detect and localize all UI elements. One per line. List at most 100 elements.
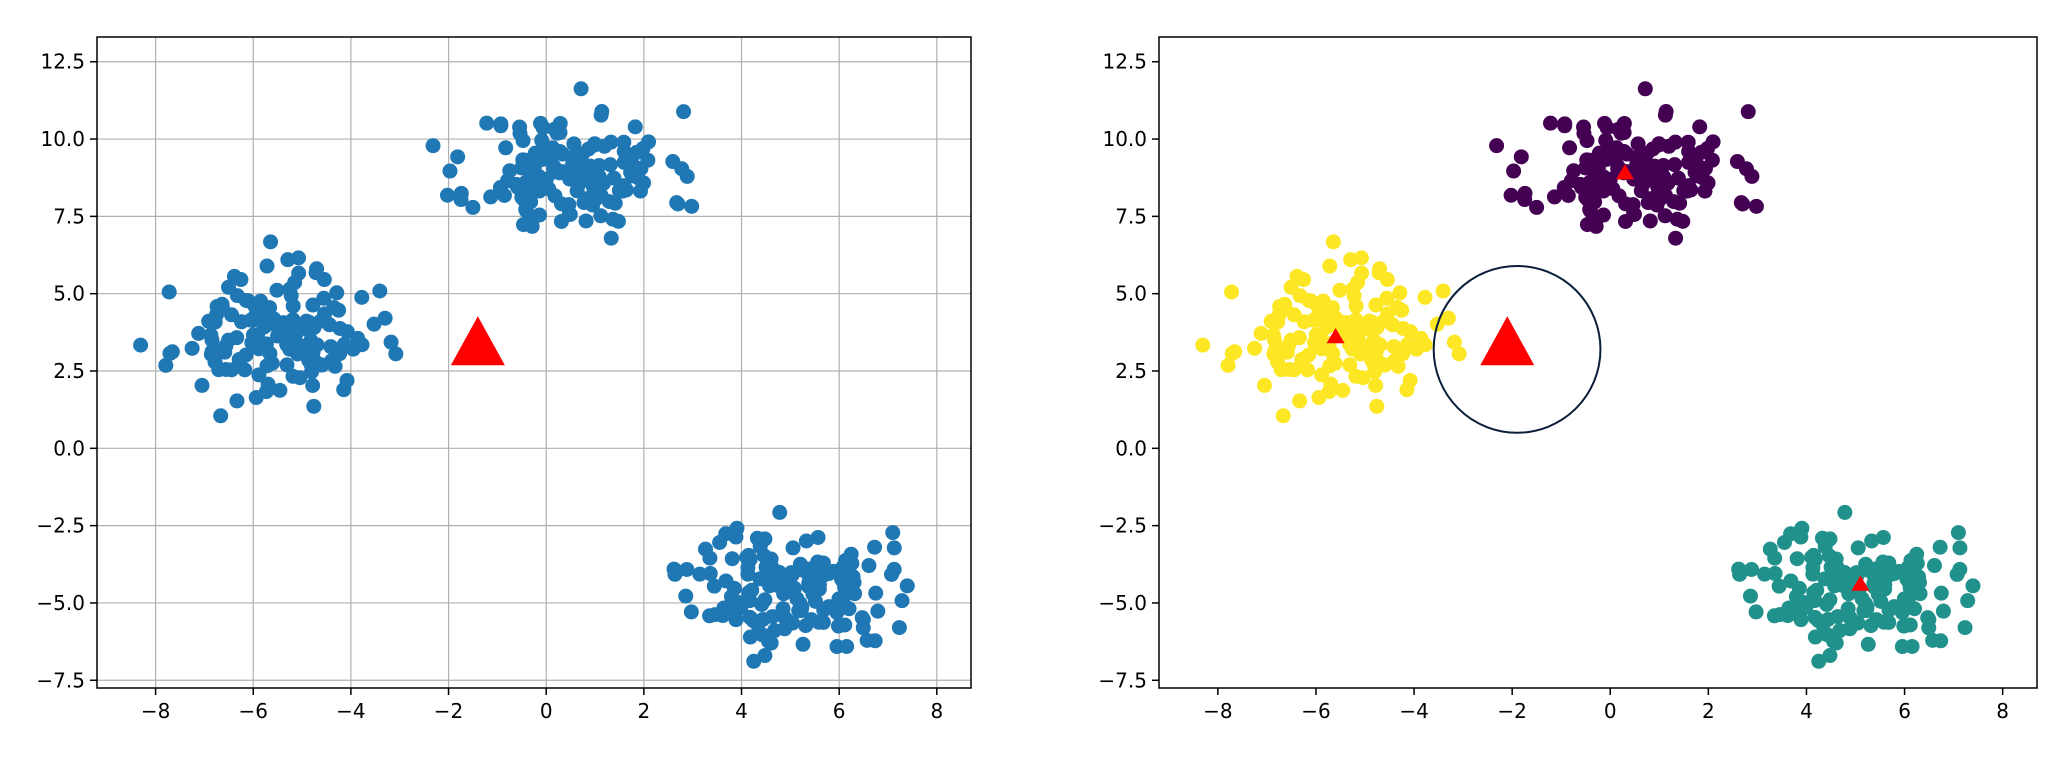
data-point (301, 314, 317, 330)
data-point (1322, 258, 1338, 274)
data-point (752, 533, 768, 549)
data-point (553, 196, 569, 212)
data-point (566, 136, 582, 152)
data-point (1932, 539, 1948, 555)
data-point (1329, 311, 1345, 327)
data-point (845, 569, 861, 585)
y-tick-label: −7.5 (36, 668, 85, 692)
data-point (500, 173, 516, 189)
data-point (757, 648, 773, 664)
x-tick-label: 0 (1604, 699, 1617, 723)
data-point (1731, 561, 1747, 577)
data-point (1807, 609, 1823, 625)
data-point (1926, 558, 1942, 574)
data-point (854, 610, 870, 626)
data-point (1798, 599, 1814, 615)
data-point (1657, 208, 1673, 224)
data-point (1642, 213, 1658, 229)
data-point (565, 156, 581, 172)
data-point (578, 213, 594, 229)
data-point (1850, 615, 1866, 631)
data-point (1828, 635, 1844, 651)
data-point (683, 604, 699, 620)
data-point (1933, 585, 1949, 601)
data-point (886, 540, 902, 556)
y-tick-label: 10.0 (40, 127, 85, 151)
data-point (1789, 551, 1805, 567)
data-point (870, 603, 886, 619)
data-point (1965, 578, 1981, 594)
data-point (1689, 157, 1705, 173)
data-point (1766, 608, 1782, 624)
data-point (1517, 192, 1533, 208)
data-point (191, 325, 207, 341)
data-point (1224, 284, 1240, 300)
data-point (771, 564, 787, 580)
data-point (1608, 140, 1624, 156)
data-point (670, 196, 686, 212)
data-point (1869, 612, 1885, 628)
data-point (383, 334, 399, 350)
data-point (1905, 581, 1921, 597)
data-point (807, 593, 823, 609)
y-tick-label: −7.5 (1098, 668, 1147, 692)
data-point (313, 313, 329, 329)
data-point (1598, 132, 1614, 148)
data-point (1836, 564, 1852, 580)
data-point (1656, 175, 1672, 191)
data-point (1270, 314, 1286, 330)
data-point (1957, 620, 1973, 636)
data-point (512, 119, 528, 135)
data-point (305, 378, 321, 394)
data-point (1748, 604, 1764, 620)
data-point (305, 344, 321, 360)
data-point (1376, 313, 1392, 329)
data-point (767, 623, 783, 639)
data-point (184, 340, 200, 356)
data-point (1873, 593, 1889, 609)
x-tick-label: −4 (336, 699, 365, 723)
data-point (1227, 344, 1243, 360)
data-point (329, 285, 345, 301)
data-point (544, 140, 560, 156)
data-point (1820, 611, 1836, 627)
data-point (885, 525, 901, 541)
data-point (1547, 189, 1563, 205)
data-point (1371, 265, 1387, 281)
data-point (533, 175, 549, 191)
data-point (1253, 325, 1269, 341)
data-point (233, 272, 249, 288)
data-point (1875, 554, 1891, 570)
data-point (593, 208, 609, 224)
data-point (1658, 104, 1674, 120)
data-point (1599, 120, 1615, 136)
data-point (1642, 168, 1658, 184)
data-point (894, 593, 910, 609)
data-point (229, 393, 245, 409)
data-point (861, 558, 877, 574)
data-point (1629, 156, 1645, 172)
data-point (742, 609, 758, 625)
data-point (498, 140, 514, 156)
data-point (1355, 370, 1371, 386)
data-point (891, 620, 907, 636)
data-point (1314, 296, 1330, 312)
data-point (1793, 529, 1809, 545)
data-point (1335, 382, 1351, 398)
data-point (795, 562, 811, 578)
data-point (1807, 629, 1823, 645)
data-point (728, 529, 744, 545)
data-point (332, 346, 348, 362)
y-tick-label: −2.5 (36, 514, 85, 538)
data-point (722, 601, 738, 617)
data-point (597, 138, 613, 154)
data-point (231, 351, 247, 367)
data-point (1395, 346, 1411, 362)
data-point (763, 635, 779, 651)
chart-right-clustered: −8 −6 −4 −2 0 2 4 6 8 −7.5 −5.0 −2.5 0.0 2.5 5.0 7.5 10.… (1098, 36, 2038, 723)
data-point (1350, 274, 1366, 290)
data-point (1692, 119, 1708, 135)
y-tick-label: 5.0 (1115, 282, 1147, 306)
data-point (292, 370, 308, 386)
